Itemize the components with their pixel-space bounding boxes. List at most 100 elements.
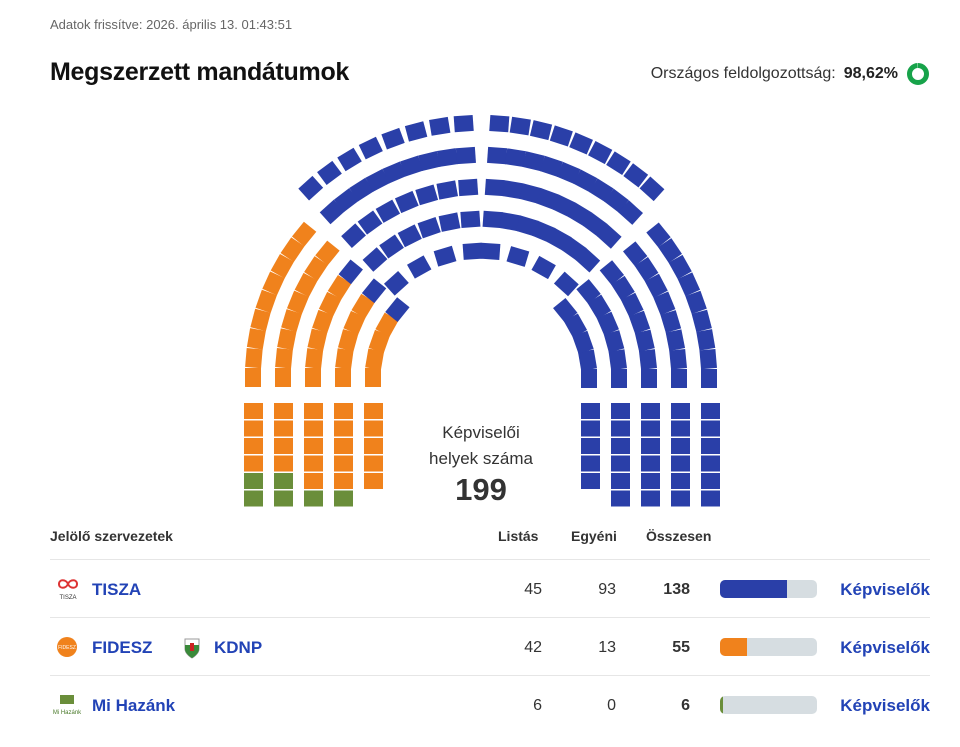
- seat-tisza: [567, 203, 593, 227]
- tisza-logo-icon: TISZA: [57, 579, 79, 601]
- seat-tisza: [699, 348, 717, 370]
- seat-tisza: [665, 329, 686, 352]
- seat-fidesz: [327, 275, 352, 300]
- party-name-2[interactable]: KDNP: [214, 638, 263, 657]
- svg-text:Mi Hazánk: Mi Hazánk: [53, 710, 82, 716]
- seat-tisza: [438, 212, 461, 232]
- seat-fidesz: [334, 455, 353, 472]
- seat-tisza: [484, 178, 505, 197]
- seat-share-bar: [720, 638, 817, 656]
- seat-fidesz: [338, 259, 363, 285]
- seat-fidesz: [364, 420, 383, 437]
- total-seats: 199: [455, 472, 507, 507]
- seat-tisza: [499, 212, 521, 232]
- seat-share-fill: [720, 580, 788, 598]
- seat-tisza: [618, 200, 644, 225]
- seat-tisza: [701, 369, 717, 388]
- party-name[interactable]: TISZA: [92, 580, 142, 599]
- seat-tisza: [669, 349, 687, 370]
- seat-fidesz: [305, 348, 324, 369]
- seat-tisza: [458, 178, 479, 197]
- seat-tisza: [531, 255, 556, 280]
- seat-tisza: [549, 125, 573, 147]
- representatives-link[interactable]: Képviselők: [840, 696, 930, 715]
- seat-tisza: [578, 349, 598, 371]
- seat-tisza: [596, 311, 619, 336]
- seat-share-bar: [720, 696, 817, 714]
- seat-fidesz: [286, 290, 309, 315]
- seat-tisza: [502, 180, 524, 200]
- seat-tisza: [628, 310, 651, 335]
- seat-tisza: [319, 199, 345, 225]
- seat-tisza: [588, 178, 614, 203]
- seat-tisza: [660, 310, 682, 333]
- seat-fidesz: [364, 403, 383, 419]
- seat-tisza: [608, 349, 628, 371]
- seat-fidesz: [280, 237, 305, 263]
- seat-tisza: [603, 188, 629, 213]
- seat-share-fill: [720, 696, 723, 714]
- seat-fidesz: [294, 272, 318, 298]
- seat-fidesz: [365, 368, 381, 387]
- list-seats: 45: [524, 581, 542, 598]
- seat-tisza: [575, 247, 601, 273]
- seat-tisza: [563, 313, 588, 338]
- seat-tisza: [677, 272, 701, 297]
- seat-fidesz: [274, 403, 293, 419]
- seat-tisza: [429, 116, 451, 136]
- seat-tisza: [620, 292, 644, 317]
- last-updated: Adatok frissítve: 2026. április 13. 01:4…: [50, 17, 293, 32]
- seat-tisza: [596, 224, 622, 249]
- seat-fidesz: [304, 438, 323, 454]
- seat-tisza: [701, 420, 720, 437]
- mi-hazank-logo-icon: Mi Hazánk: [53, 695, 82, 716]
- seat-fidesz: [375, 312, 399, 337]
- seat-tisza: [397, 224, 422, 248]
- seat-tisza: [641, 438, 660, 454]
- seat-tisza: [587, 294, 612, 320]
- seat-fidesz: [307, 328, 328, 351]
- party-name[interactable]: FIDESZ: [92, 638, 153, 657]
- seat-tisza: [462, 242, 483, 260]
- seat-tisza: [515, 215, 539, 237]
- seat-tisza: [383, 270, 409, 296]
- seat-tisza: [581, 455, 600, 472]
- seat-tisza: [603, 330, 625, 353]
- seat-fidesz: [262, 271, 285, 296]
- list-seats: 42: [524, 639, 542, 656]
- seat-tisza: [581, 403, 600, 419]
- seat-tisza: [611, 490, 630, 507]
- seat-tisza: [701, 455, 720, 472]
- total-seats-cell: 138: [663, 581, 690, 598]
- seat-tisza: [671, 369, 687, 388]
- svg-text:FIDESZ: FIDESZ: [58, 645, 76, 651]
- seat-mi-hazank: [274, 473, 293, 489]
- seat-fidesz: [250, 308, 271, 332]
- seat-tisza: [400, 155, 424, 177]
- col-header-org: Jelölő szervezetek: [50, 528, 173, 544]
- seat-fidesz: [244, 438, 263, 454]
- col-header-list: Listás: [498, 528, 539, 544]
- seat-tisza: [436, 148, 459, 167]
- seat-fidesz: [334, 420, 353, 437]
- seat-tisza: [298, 175, 324, 201]
- seat-fidesz: [275, 368, 291, 387]
- seat-tisza: [639, 176, 665, 202]
- seat-tisza: [460, 210, 481, 228]
- seat-fidesz: [304, 256, 328, 281]
- seat-tisza: [357, 210, 383, 235]
- seat-fidesz: [315, 240, 340, 266]
- party-name[interactable]: Mi Hazánk: [92, 696, 176, 715]
- seat-tisza: [671, 403, 690, 419]
- representatives-link[interactable]: Képviselők: [840, 638, 930, 657]
- seat-tisza: [581, 420, 600, 437]
- seat-tisza: [504, 148, 527, 168]
- representatives-link[interactable]: Képviselők: [840, 580, 930, 599]
- seat-tisza: [539, 155, 563, 177]
- seat-tisza: [418, 151, 441, 172]
- seat-tisza: [588, 141, 613, 165]
- seat-tisza: [453, 114, 474, 133]
- seat-tisza: [381, 127, 405, 150]
- seat-mi-hazank: [274, 490, 293, 507]
- seat-tisza: [404, 121, 428, 142]
